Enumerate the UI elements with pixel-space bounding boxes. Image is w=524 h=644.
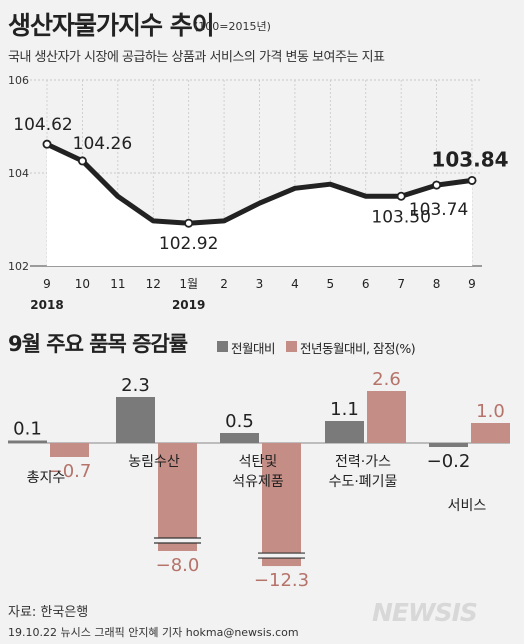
point-marker [42,139,52,149]
x-tick-label: 7 [397,277,405,291]
x-tick-label: 4 [291,277,299,291]
legend-swatch-yoy [286,341,297,352]
bar-value-label: −0.2 [427,451,471,472]
year-label: 2018 [30,298,63,312]
axis-break-gap [258,553,305,559]
point-marker [432,180,442,190]
x-tick-label: 6 [362,277,370,291]
x-tick-label: 5 [327,277,335,291]
bar-value-label: −12.3 [254,570,309,591]
x-tick-labels: 9 10 11 12 1월 2 3 4 5 6 7 8 9 2018 2019 [30,277,476,312]
category-label: 서비스 [448,498,487,514]
bar-value-label: −8.0 [156,555,200,576]
bar-yoy [367,391,406,443]
line-chart: 9 10 11 12 1월 2 3 4 5 6 7 8 9 2018 2019 102 104 106 104.… [8,74,509,312]
bar-value-label: 2.3 [121,375,150,396]
point-marker [396,191,406,201]
bar-yoy [158,443,197,551]
bar-yoy [471,423,510,443]
y-tick-label: 104 [8,167,29,180]
year-label: 2019 [172,298,205,312]
point-marker [467,175,477,185]
x-tick-label: 10 [75,277,90,291]
legend-label-mom: 전월대비 [231,341,276,356]
data-label: 103.74 [409,200,468,220]
x-tick-label: 9 [43,277,51,291]
category-label: 총지수 [27,470,66,486]
x-tick-label: 1월 [179,277,198,291]
legend-label-yoy: 전년동월대비, 잠정(%) [300,341,416,356]
x-tick-label: 3 [256,277,264,291]
point-marker [77,156,87,166]
title-note: (100=2015년) [194,20,271,33]
y-tick-label: 102 [8,260,29,273]
data-label: 102.92 [159,234,218,254]
category-label: 농림수산 [128,454,180,470]
subtitle: 국내 생산자가 시장에 공급하는 상품과 서비스의 가격 변동 보여주는 지표 [8,50,385,65]
x-tick-label: 8 [433,277,441,291]
axis-break-gap [154,538,201,543]
bar-value-label: 0.1 [13,419,42,440]
bar-yoy [262,443,301,567]
bar-mom [8,440,47,443]
source-note: 자료: 한국은행 [8,605,89,620]
y-tick-label: 106 [8,74,29,87]
bar-mom [116,397,155,443]
x-tick-label: 11 [110,277,125,291]
bar-yoy [50,443,89,457]
bar-mom [220,433,259,443]
y-tick-labels: 102 104 106 [8,74,29,273]
data-label: 103.50 [371,207,430,227]
line-marks [42,139,477,228]
bar-value-label: 1.0 [476,401,505,422]
x-tick-label: 12 [146,277,161,291]
x-tick-label: 9 [468,277,476,291]
data-label: 103.84 [431,147,508,171]
chart-title: 생산자물가지수 추이 [8,11,215,40]
bar-value-label: −0.7 [48,461,92,482]
credit-line: 19.10.22 뉴시스 그래픽 안지혜 기자 hokma@newsis.com [8,626,299,639]
data-label: 104.26 [73,134,132,154]
legend-swatch-mom [217,341,228,352]
x-tick-label: 2 [220,277,228,291]
category-label: 전력·가스 [335,454,391,470]
category-label: 석유제품 [232,474,284,490]
category-label: 수도·폐기물 [329,474,398,490]
data-label: 104.62 [13,115,72,135]
point-marker [184,218,194,228]
bar-value-label: 0.5 [225,411,254,432]
category-label: 석탄및 [239,454,278,470]
bar-value-label: 2.6 [372,369,401,390]
bar-mom [325,421,364,443]
bar-chart-title: 9월 주요 품목 증감률 [8,332,188,356]
newsis-logo: NEWSIS [372,598,478,627]
bar-mom [429,443,468,447]
bar-value-label: 1.1 [330,399,359,420]
